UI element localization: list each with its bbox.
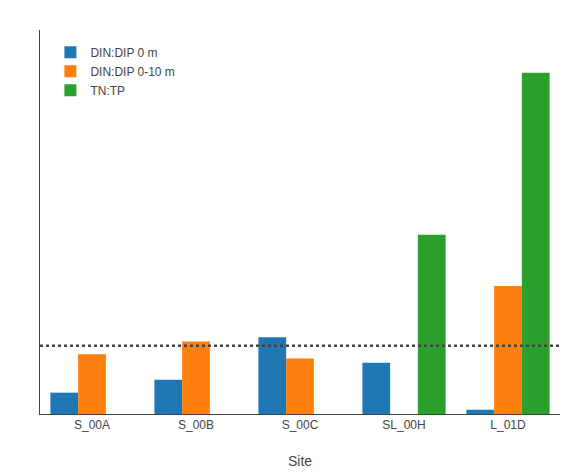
svg-text:S_00C: S_00C bbox=[282, 418, 319, 432]
svg-text:S_00B: S_00B bbox=[178, 418, 214, 432]
svg-text:SL_00H: SL_00H bbox=[382, 418, 425, 432]
svg-text:Site: Site bbox=[288, 453, 312, 469]
svg-text:DIN:DIP 0 m: DIN:DIP 0 m bbox=[90, 46, 157, 60]
svg-text:TN:TP: TN:TP bbox=[90, 84, 125, 98]
svg-text:S_00A: S_00A bbox=[74, 418, 110, 432]
svg-text:L_01D: L_01D bbox=[490, 418, 526, 432]
svg-text:DIN:DIP 0-10 m: DIN:DIP 0-10 m bbox=[90, 65, 174, 79]
